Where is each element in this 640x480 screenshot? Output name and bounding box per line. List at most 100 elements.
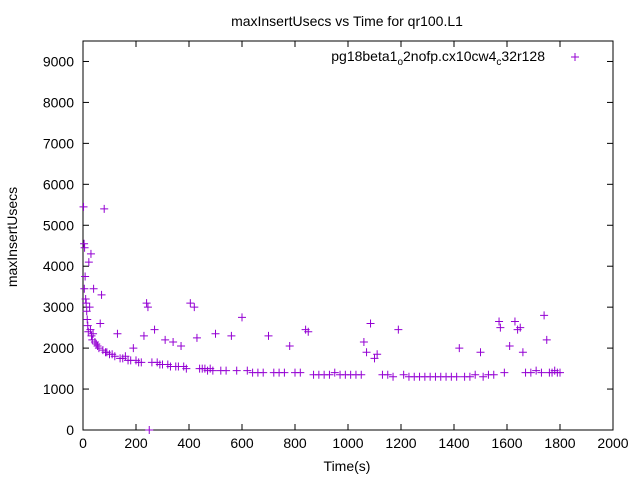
data-point xyxy=(362,348,371,357)
data-point xyxy=(177,342,186,351)
data-point xyxy=(79,202,88,211)
legend-text-part: 2nofp.cx10cw4 xyxy=(403,48,497,64)
data-point xyxy=(192,333,201,342)
y-axis-title: maxInsertUsecs xyxy=(4,187,20,287)
x-tick-label: 800 xyxy=(283,435,307,451)
legend-text-part: pg18beta1 xyxy=(331,48,397,64)
data-point xyxy=(510,317,519,326)
x-axis: 0 200 400 600 800 1000 1200 1400 1600 1800 2000 xyxy=(79,41,629,451)
y-tick-label: 7000 xyxy=(43,135,74,151)
data-point xyxy=(465,372,474,381)
data-point xyxy=(86,325,95,334)
data-point xyxy=(264,331,273,340)
legend: pg18beta1o2nofp.cx10cw4c32r128 xyxy=(331,48,579,68)
data-point xyxy=(394,325,403,334)
data-point xyxy=(232,366,241,375)
data-point xyxy=(227,331,236,340)
data-point xyxy=(96,319,105,328)
data-point xyxy=(357,370,366,379)
data-point xyxy=(145,426,154,434)
data-point xyxy=(399,370,408,379)
data-point xyxy=(495,317,504,326)
data-point xyxy=(82,307,91,316)
data-point xyxy=(370,354,379,363)
data-point xyxy=(455,344,464,353)
data-point xyxy=(516,323,525,332)
x-tick-label: 600 xyxy=(230,435,254,451)
data-point xyxy=(142,299,151,308)
y-axis: 0 1000 2000 3000 4000 5000 6000 7000 8000 9000 xyxy=(43,53,613,438)
legend-marker-symbol xyxy=(571,53,579,61)
data-point xyxy=(110,352,119,361)
data-point xyxy=(82,299,91,308)
data-point xyxy=(500,368,509,377)
data-point xyxy=(182,364,191,373)
data-point xyxy=(150,325,159,334)
data-point xyxy=(285,342,294,351)
y-tick-label: 1000 xyxy=(43,381,74,397)
data-point xyxy=(87,331,96,340)
data-point xyxy=(532,366,541,375)
data-point xyxy=(296,368,305,377)
data-point xyxy=(505,342,514,351)
data-point xyxy=(366,319,375,328)
data-point xyxy=(476,348,485,357)
y-tick-label: 0 xyxy=(66,422,74,438)
legend-text-part: 32r128 xyxy=(501,48,545,64)
y-tick-label: 9000 xyxy=(43,53,74,69)
data-point xyxy=(222,366,231,375)
data-point xyxy=(139,331,148,340)
data-point xyxy=(97,290,106,299)
x-tick-label: 200 xyxy=(124,435,148,451)
y-tick-label: 8000 xyxy=(43,94,74,110)
data-point xyxy=(526,368,535,377)
data-point xyxy=(161,335,170,344)
data-point xyxy=(84,327,93,336)
data-point xyxy=(94,344,103,353)
x-axis-title: Time(s) xyxy=(324,458,371,474)
data-point xyxy=(259,368,268,377)
legend-subscript: c xyxy=(496,57,501,68)
y-tick-label: 4000 xyxy=(43,258,74,274)
x-tick-label: 1800 xyxy=(544,435,575,451)
data-point xyxy=(330,368,339,377)
data-point xyxy=(383,370,392,379)
data-point xyxy=(479,372,488,381)
x-tick-label: 400 xyxy=(177,435,201,451)
series-points xyxy=(79,202,564,434)
data-point xyxy=(304,327,313,336)
data-point xyxy=(90,337,99,346)
data-point xyxy=(143,303,152,312)
data-point xyxy=(80,239,89,248)
data-point xyxy=(186,299,195,308)
data-point xyxy=(471,370,480,379)
legend-label: pg18beta1o2nofp.cx10cw4c32r128 xyxy=(331,48,545,68)
data-point xyxy=(100,204,109,213)
y-tick-label: 2000 xyxy=(43,340,74,356)
data-point xyxy=(169,337,178,346)
data-point xyxy=(540,311,549,320)
chart-title: maxInsertUsecs vs Time for qr100.L1 xyxy=(231,13,463,29)
x-tick-label: 1600 xyxy=(491,435,522,451)
data-point xyxy=(489,370,498,379)
data-point xyxy=(208,366,217,375)
data-point xyxy=(452,372,461,381)
data-point xyxy=(496,323,505,332)
data-point xyxy=(113,329,122,338)
data-point xyxy=(238,313,246,322)
legend-subscript: o xyxy=(397,57,403,68)
data-point xyxy=(325,370,334,379)
data-point xyxy=(373,350,382,359)
data-point xyxy=(137,358,146,367)
data-point xyxy=(85,303,94,312)
x-tick-label: 1000 xyxy=(332,435,363,451)
data-point xyxy=(80,284,89,293)
data-point xyxy=(81,272,90,281)
data-point xyxy=(121,352,130,361)
data-point xyxy=(556,368,564,377)
data-point xyxy=(389,372,398,381)
data-point xyxy=(89,329,98,338)
data-point xyxy=(537,368,546,377)
